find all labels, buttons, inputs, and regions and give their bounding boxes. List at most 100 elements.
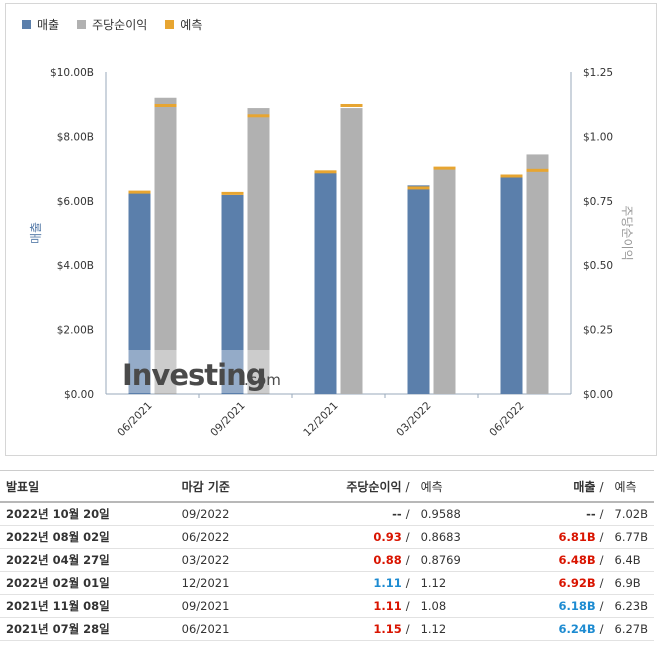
y2-axis-title: 주당순이익 — [620, 205, 634, 260]
table-row[interactable]: 2022년 02월 01일 12/2021 1.11/1.12 6.92B/6.9B — [0, 571, 654, 595]
eps-forecast-mark — [247, 114, 270, 118]
row-eps: 0.88/ — [273, 548, 413, 572]
y-tick-label: $2.00B — [57, 325, 94, 337]
row-eps-forecast: 1.12 — [412, 571, 485, 595]
row-date: 2022년 10월 20일 — [0, 502, 176, 526]
col-header-eps-forecast[interactable]: 예측 — [412, 470, 485, 503]
row-eps: 1.11/ — [273, 594, 413, 618]
row-revenue-sep: / — [599, 507, 604, 521]
row-eps-value: 1.15 — [373, 622, 402, 636]
col-header-revenue-label: 매출 — [573, 479, 596, 494]
row-revenue-forecast: 6.23B — [606, 594, 654, 618]
x-tick-label: 12/2021 — [301, 400, 340, 439]
revenue-bar — [128, 193, 151, 394]
table-row[interactable]: 2021년 11월 08일 09/2021 1.11/1.08 6.18B/6.23B — [0, 594, 654, 618]
row-eps-forecast: 1.08 — [412, 594, 485, 618]
table-row[interactable]: 2021년 07월 28일 06/2021 1.15/1.12 6.24B/6.27B — [0, 617, 654, 641]
y-tick-label: $0.00 — [64, 389, 94, 401]
row-eps-value: 1.11 — [373, 599, 402, 613]
row-eps-forecast: 0.8683 — [412, 525, 485, 549]
x-tick-label: 09/2021 — [208, 400, 247, 439]
eps-swatch-icon — [77, 20, 87, 29]
row-eps-forecast: 0.8769 — [412, 548, 485, 572]
revenue-forecast-mark — [407, 186, 430, 190]
row-eps-sep: / — [405, 507, 410, 521]
watermark-brand: Investing — [122, 358, 265, 392]
col-header-revenue[interactable]: 매출 / — [484, 470, 607, 503]
row-revenue-sep: / — [599, 576, 604, 590]
eps-forecast-mark — [433, 166, 456, 170]
eps-forecast-mark — [526, 168, 549, 172]
row-revenue-forecast: 6.4B — [606, 548, 654, 572]
row-eps-sep: / — [405, 553, 410, 567]
row-revenue: 6.18B / — [484, 594, 607, 618]
y-tick-label: $8.00B — [57, 131, 94, 143]
col-header-date[interactable]: 발표일 — [0, 470, 176, 503]
row-eps-value: -- — [392, 507, 402, 521]
row-date: 2021년 11월 08일 — [0, 594, 176, 618]
row-revenue: 6.24B / — [484, 617, 607, 641]
y2-tick-label: $1.00 — [583, 131, 613, 143]
col-header-eps[interactable]: 주당순이익 / — [273, 470, 413, 503]
y-tick-label: $6.00B — [57, 196, 94, 208]
row-revenue-sep: / — [599, 530, 604, 544]
row-revenue: 6.48B / — [484, 548, 607, 572]
row-eps-value: 1.11 — [373, 576, 402, 590]
row-period: 03/2022 — [175, 548, 274, 572]
row-revenue-value: 6.92B — [558, 576, 596, 590]
row-revenue-sep: / — [599, 553, 604, 567]
revenue-bar — [221, 195, 244, 394]
row-date: 2021년 07월 28일 — [0, 617, 176, 641]
row-period: 12/2021 — [175, 571, 274, 595]
row-eps: 1.15/ — [273, 617, 413, 641]
row-revenue-forecast: 6.27B — [606, 617, 654, 641]
row-revenue-sep: / — [599, 599, 604, 613]
watermark-backdrop — [124, 350, 274, 393]
row-revenue-value: 6.81B — [558, 530, 596, 544]
col-header-period[interactable]: 마감 기준 — [175, 470, 274, 503]
table-body: 2022년 10월 20일 09/2022 --/0.9588 --/7.02B 202… — [0, 502, 654, 641]
row-eps-value: 0.93 — [373, 530, 402, 544]
revenue-bar — [407, 185, 430, 394]
row-revenue: 6.81B / — [484, 525, 607, 549]
row-eps-sep: / — [405, 599, 410, 613]
table-row[interactable]: 2022년 08월 02일 06/2022 0.93/0.8683 6.81B/6.7… — [0, 525, 654, 549]
legend-item-revenue[interactable]: 매출 — [22, 16, 59, 33]
table-row[interactable]: 2022년 10월 20일 09/2022 --/0.9588 --/7.02B — [0, 502, 654, 526]
y2-tick-label: $0.00 — [583, 389, 613, 401]
y2-tick-label: $0.75 — [583, 196, 613, 208]
row-period: 09/2022 — [175, 502, 274, 526]
revenue-swatch-icon — [22, 20, 31, 29]
col-header-eps-sep: / — [405, 479, 410, 494]
row-revenue-value: 6.24B — [558, 622, 596, 636]
row-revenue: 6.92B / — [484, 571, 607, 595]
earnings-chart: $0.00 $0.00 $2.00B $0.25 $4.00B $0.50 $6.00B $0… — [29, 67, 634, 439]
legend-item-eps[interactable]: 주당순이익 — [77, 16, 147, 33]
row-date: 2022년 02월 01일 — [0, 571, 176, 595]
row-period: 06/2021 — [175, 617, 274, 641]
eps-forecast-mark — [340, 103, 363, 107]
eps-bar — [433, 167, 456, 394]
col-header-revenue-sep: / — [599, 479, 604, 494]
row-eps-value: 0.88 — [373, 553, 402, 567]
eps-bar — [154, 97, 177, 394]
row-eps-forecast: 0.9588 — [412, 502, 485, 526]
row-period: 06/2022 — [175, 525, 274, 549]
legend-forecast-label: 예측 — [180, 18, 203, 32]
revenue-forecast-mark — [314, 170, 337, 174]
legend-item-forecast[interactable]: 예측 — [165, 16, 202, 33]
y-tick-label: $4.00B — [57, 260, 94, 272]
col-header-revenue-forecast[interactable]: 예측 — [606, 470, 654, 503]
y-axis-title: 매출 — [29, 222, 43, 244]
row-eps: 1.11/ — [273, 571, 413, 595]
row-eps: -- / — [273, 502, 413, 526]
table-header-row: 발표일 마감 기준 주당순이익 / 예측 매출 / 예측 — [0, 470, 654, 503]
earnings-table: 발표일 마감 기준 주당순이익 / 예측 매출 / 예측 2022년 10월 20일… — [0, 470, 654, 641]
y2-tick-label: $0.50 — [583, 260, 613, 272]
row-revenue-sep: / — [599, 622, 604, 636]
row-eps-sep: / — [405, 576, 410, 590]
eps-bar — [340, 108, 363, 395]
eps-bar — [247, 108, 270, 395]
row-revenue-value: 6.18B — [558, 599, 596, 613]
table-row[interactable]: 2022년 04월 27일 03/2022 0.88/0.8769 6.48B/6.4… — [0, 548, 654, 572]
